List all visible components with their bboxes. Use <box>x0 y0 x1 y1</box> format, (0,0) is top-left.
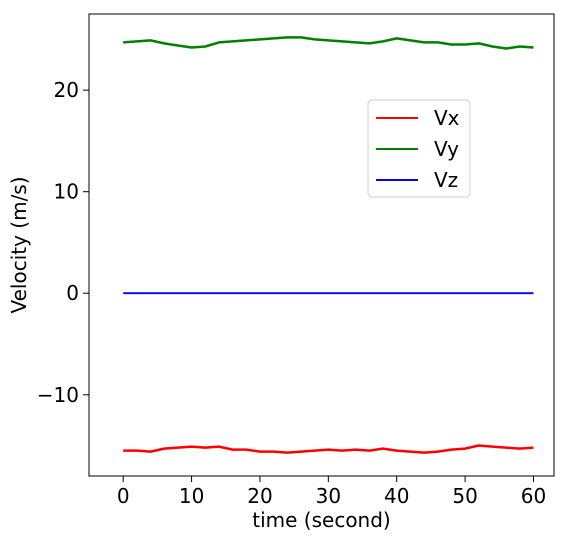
legend-label-vz: Vz <box>434 168 458 192</box>
legend: Vx Vy Vz <box>367 99 471 198</box>
series-layer <box>123 36 534 454</box>
y-axis-label: Velocity (m/s) <box>7 176 31 313</box>
x-tick-label: 20 <box>247 484 272 508</box>
x-tick-label: 0 <box>117 484 130 508</box>
y-tick-label: −10 <box>37 383 79 407</box>
legend-label-vx: Vx <box>434 106 460 130</box>
x-axis: 0 10 20 30 40 50 60 <box>117 476 546 508</box>
legend-label-vy: Vy <box>434 137 459 161</box>
x-tick-label: 10 <box>179 484 204 508</box>
y-tick-label: 20 <box>54 78 79 102</box>
x-axis-label: time (second) <box>252 508 390 532</box>
x-tick-label: 60 <box>521 484 546 508</box>
x-tick-label: 40 <box>384 484 409 508</box>
plot-frame <box>88 13 555 477</box>
y-axis: −10 0 10 20 <box>37 78 89 407</box>
y-tick-label: 10 <box>54 180 79 204</box>
x-tick-label: 50 <box>452 484 477 508</box>
series-line-vx <box>123 444 534 454</box>
y-tick-label: 0 <box>66 281 79 305</box>
x-tick-label: 30 <box>316 484 341 508</box>
legend-box <box>367 99 471 198</box>
series-line-vy <box>123 36 534 50</box>
